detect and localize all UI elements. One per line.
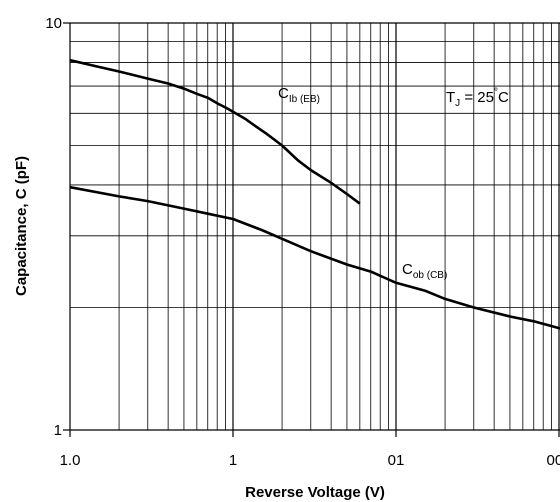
x-axis-title: Reverse Voltage (V) — [245, 484, 385, 501]
y-axis-title: Capacitance, C (pF) — [13, 156, 30, 296]
series-label-cob: Cob (CB) — [402, 261, 447, 281]
x-tick-label: 001 — [546, 452, 560, 469]
grid — [63, 22, 560, 437]
curves — [69, 58, 560, 330]
y-tick-label: 1 — [54, 422, 62, 439]
y-tick-label: 10 — [45, 15, 62, 32]
series-label-cib: CIb (EB) — [278, 85, 320, 105]
x-tick-label: 1.0 — [60, 452, 81, 469]
temperature-annotation: TJ = 25°C — [446, 87, 509, 109]
tick-labels: 1.0101001101 — [45, 15, 560, 469]
x-tick-label: 01 — [388, 452, 405, 469]
x-tick-label: 1 — [229, 452, 237, 469]
series-line-0 — [69, 58, 361, 205]
series-line-1 — [69, 185, 560, 330]
